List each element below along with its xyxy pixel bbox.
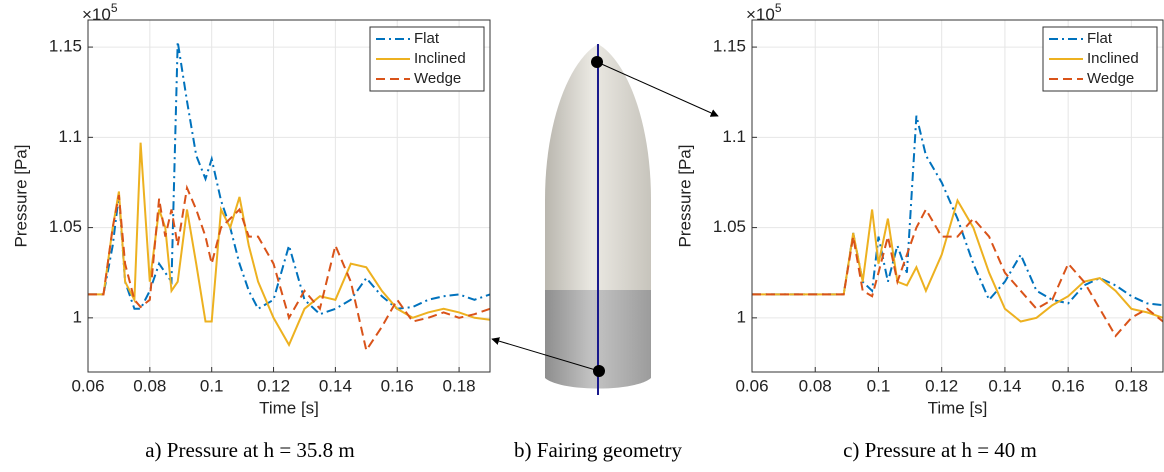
legend-label: Inclined: [414, 50, 466, 67]
x-tick-label: 0.06: [71, 376, 104, 395]
y-multiplier: ×105: [82, 1, 118, 24]
arrow: [491, 337, 600, 372]
y-tick-label: 1.15: [713, 37, 746, 56]
series-line: [88, 142, 491, 348]
legend: Flat Inclined Wedge: [369, 26, 485, 92]
y-tick-label: 1.05: [49, 217, 82, 236]
legend: Flat Inclined Wedge: [1042, 26, 1158, 92]
plot-frame: [87, 19, 491, 373]
x-tick-label: 0.08: [133, 376, 166, 395]
y-axis-label: Pressure [Pa]: [675, 145, 694, 248]
chart: 0.06 0.08 0.1 0.12 0.14 0.16 0.18 1 1.05 1.1 1.15 F…: [675, 1, 1164, 462]
legend-label: Flat: [1087, 30, 1113, 47]
arrow: [596, 61, 719, 117]
series-line: [88, 41, 491, 316]
series-line: [752, 207, 1164, 338]
x-tick-label: 0.18: [443, 376, 476, 395]
y-tick-label: 1: [737, 307, 746, 326]
x-tick-label: 0.12: [257, 376, 290, 395]
x-tick-label: 0.14: [988, 376, 1021, 395]
multiplier-exponent: 5: [111, 1, 118, 15]
x-tick-label: 0.16: [381, 376, 414, 395]
plot-frame: [751, 19, 1164, 373]
legend-label: Wedge: [1087, 70, 1134, 87]
x-tick-label: 0.06: [735, 376, 768, 395]
chart: 0.06 0.08 0.1 0.12 0.14 0.16 0.18 1 1.05 1.1 1.15 F…: [11, 1, 491, 462]
series-line: [88, 184, 491, 353]
y-tick-label: 1.15: [49, 37, 82, 56]
multiplier-base: ×10: [746, 5, 775, 24]
series-line: [752, 197, 1164, 323]
y-tick-label: 1.1: [58, 127, 82, 146]
legend-label: Wedge: [414, 70, 461, 87]
multiplier-exponent: 5: [775, 1, 782, 15]
caption: b) Fairing geometry: [514, 438, 682, 462]
x-tick-label: 0.08: [799, 376, 832, 395]
x-axis-label: Time [s]: [259, 398, 319, 417]
legend-label: Flat: [414, 30, 440, 47]
y-tick-label: 1.1: [722, 127, 746, 146]
x-tick-label: 0.1: [200, 376, 224, 395]
caption: c) Pressure at h = 40 m: [843, 438, 1037, 462]
x-tick-label: 0.16: [1052, 376, 1085, 395]
x-axis-label: Time [s]: [928, 398, 988, 417]
x-tick-label: 0.18: [1115, 376, 1148, 395]
caption: a) Pressure at h = 35.8 m: [145, 438, 355, 462]
y-multiplier: ×105: [746, 1, 782, 24]
multiplier-base: ×10: [82, 5, 111, 24]
y-tick-label: 1.05: [713, 217, 746, 236]
x-tick-label: 0.1: [867, 376, 891, 395]
legend-label: Inclined: [1087, 50, 1139, 67]
x-tick-label: 0.14: [319, 376, 352, 395]
fairing-diagram: b) Fairing geometry: [491, 44, 719, 462]
x-tick-label: 0.12: [925, 376, 958, 395]
y-tick-label: 1: [73, 307, 82, 326]
y-axis-label: Pressure [Pa]: [11, 145, 30, 248]
